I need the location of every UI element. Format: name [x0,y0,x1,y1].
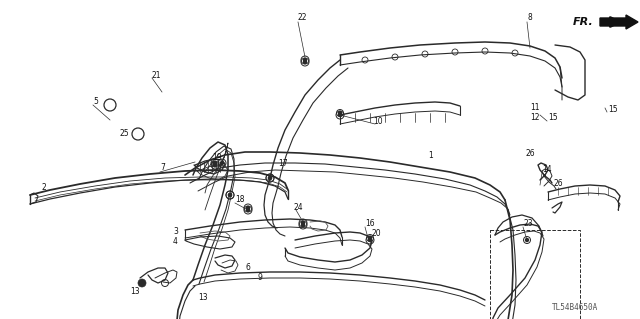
Circle shape [269,176,271,180]
Text: 18: 18 [235,196,244,204]
Text: 7: 7 [160,164,165,173]
Text: 11: 11 [530,103,540,113]
Circle shape [339,114,342,116]
Text: 17: 17 [278,159,287,167]
Text: 23: 23 [523,219,532,228]
Text: 25: 25 [120,130,130,138]
Circle shape [369,236,371,240]
Circle shape [525,239,529,241]
Circle shape [246,206,250,210]
Circle shape [228,194,232,197]
Circle shape [228,194,232,197]
FancyArrow shape [600,15,638,29]
Text: 2: 2 [42,183,47,192]
Circle shape [339,112,342,115]
Text: 5: 5 [93,98,98,107]
Text: 3: 3 [173,227,178,236]
Text: 20: 20 [372,229,381,239]
Text: 24: 24 [293,203,303,211]
Text: 12: 12 [530,113,540,122]
Text: 19: 19 [212,153,221,162]
Circle shape [221,161,223,165]
Bar [490,230,580,319]
Text: TL54B4650A: TL54B4650A [552,303,598,313]
Text: 16: 16 [365,219,374,228]
Circle shape [301,224,305,226]
Text: 26: 26 [526,150,536,159]
Text: 14: 14 [542,166,552,174]
Text: 1: 1 [428,152,433,160]
Text: 22: 22 [298,13,307,23]
Circle shape [138,279,146,287]
Text: 21: 21 [152,70,161,79]
Circle shape [369,239,371,241]
Circle shape [246,209,250,211]
Circle shape [214,164,216,167]
Text: FR.: FR. [573,17,593,27]
Text: 13: 13 [198,293,207,302]
Text: 6: 6 [245,263,250,271]
Circle shape [303,58,307,62]
Text: 26: 26 [553,179,563,188]
Text: 4: 4 [173,238,178,247]
Circle shape [214,161,216,165]
Text: 15: 15 [548,114,557,122]
Text: 13: 13 [130,286,140,295]
Text: 8: 8 [527,13,532,23]
Text: 9: 9 [258,273,263,283]
Circle shape [269,176,271,180]
Circle shape [301,221,305,225]
Circle shape [303,61,307,63]
Text: 10: 10 [373,116,383,125]
Text: 15: 15 [608,105,618,114]
